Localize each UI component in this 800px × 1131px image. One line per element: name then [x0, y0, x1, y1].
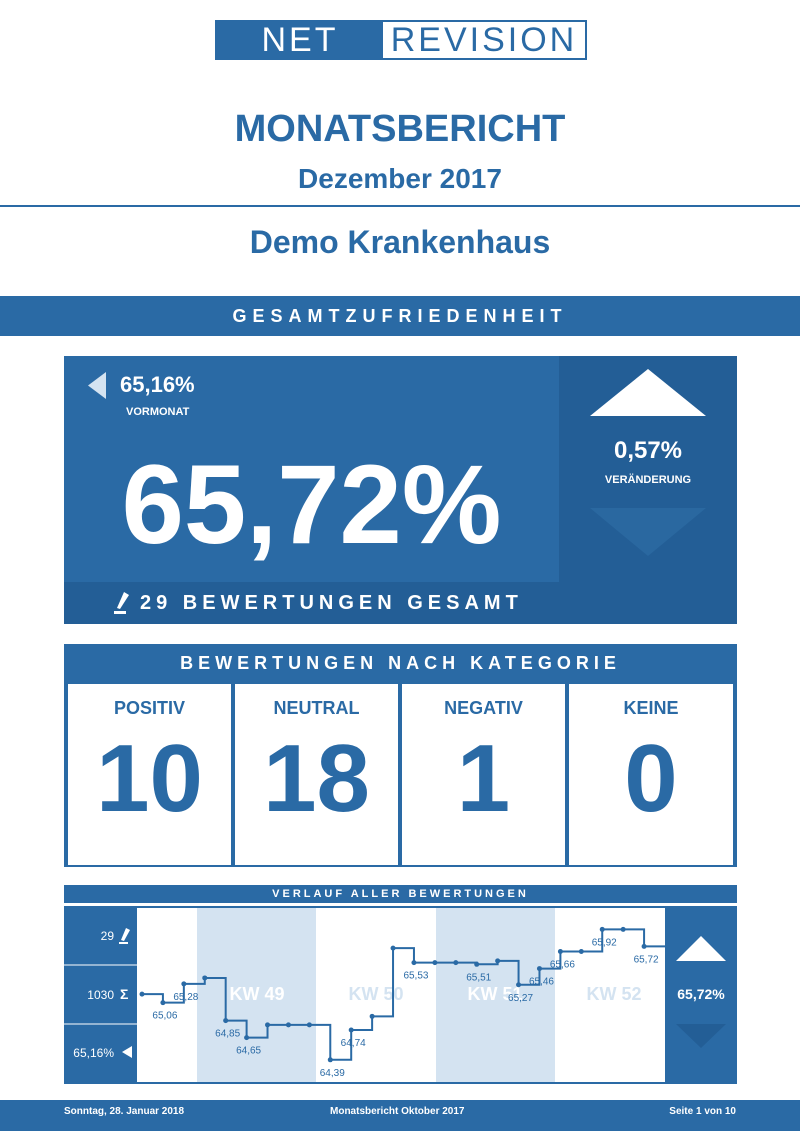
data-point	[223, 1018, 229, 1024]
previous-month-value: 65,16%	[120, 372, 195, 397]
data-label: 64,39	[320, 1068, 345, 1079]
data-label: 65,66	[550, 960, 575, 971]
report-period: Dezember 2017	[298, 163, 502, 194]
sigma-icon: Σ	[120, 986, 128, 1002]
data-label: 65,53	[403, 971, 428, 982]
category-negative: NEGATIV 1	[402, 684, 565, 865]
total-reviews-text: 29 BEWERTUNGEN GESAMT	[140, 591, 523, 614]
data-label: 65,28	[173, 992, 198, 1003]
category-title: BEWERTUNGEN NACH KATEGORIE	[180, 652, 621, 673]
week-label: KW 51	[467, 984, 522, 1004]
data-point	[557, 949, 563, 955]
logo-part-net: NET	[217, 21, 383, 59]
left-arrow-icon	[122, 1046, 132, 1058]
footer-report: Monatsbericht Oktober 2017	[330, 1106, 465, 1117]
week-label: KW 50	[348, 984, 403, 1004]
data-point	[620, 926, 626, 932]
netrevision-logo: NET REVISION	[215, 20, 587, 60]
data-point	[641, 943, 647, 949]
category-neutral: NEUTRAL 18	[235, 684, 398, 865]
category-none: KEINE 0	[569, 684, 733, 865]
total-reviews-strip: 29 BEWERTUNGEN GESAMT	[64, 582, 737, 624]
logo-part-revision: REVISION	[390, 20, 578, 59]
data-point	[160, 1000, 166, 1006]
category-label: NEGATIV	[444, 698, 523, 718]
week-band	[436, 908, 555, 1082]
data-label: 64,85	[215, 1029, 240, 1040]
data-point	[516, 982, 522, 988]
down-arrow-icon	[590, 508, 706, 556]
data-point	[139, 991, 145, 997]
data-point	[348, 1027, 354, 1033]
data-label: 65,72	[634, 954, 659, 965]
data-point	[495, 958, 501, 964]
timeline-chart: 29 1030 Σ 65,16% KW 49 KW 50 KW 51 KW 52…	[64, 908, 737, 1082]
data-point	[390, 945, 396, 951]
data-label: 65,46	[529, 977, 554, 988]
header-divider	[0, 205, 800, 207]
previous-month-label: VORMONAT	[126, 406, 190, 418]
footer-page: Seite 1 von 10	[669, 1106, 736, 1117]
data-point	[285, 1022, 291, 1028]
data-point	[411, 960, 417, 966]
category-count: 1	[456, 725, 511, 832]
up-arrow-icon	[590, 369, 706, 416]
side-count: 29	[101, 929, 115, 943]
category-count: 0	[624, 725, 678, 832]
down-arrow-icon	[676, 1024, 726, 1048]
category-positive: POSITIV 10	[68, 684, 231, 865]
footer: Sonntag, 28. Januar 2018 Monatsbericht O…	[0, 1100, 800, 1131]
timeline-current: 65,72%	[677, 986, 725, 1002]
pen-icon	[114, 592, 129, 614]
week-band	[197, 908, 316, 1082]
timeline-box: 29 1030 Σ 65,16% KW 49 KW 50 KW 51 KW 52…	[64, 906, 737, 1084]
side-sum: 1030	[87, 988, 114, 1002]
category-label: POSITIV	[113, 698, 185, 718]
change-panel	[559, 356, 737, 582]
footer-date: Sonntag, 28. Januar 2018	[64, 1106, 185, 1117]
data-point	[599, 926, 605, 932]
data-point	[202, 975, 208, 981]
data-point	[244, 1035, 250, 1041]
report-title: MONATSBERICHT	[234, 108, 566, 150]
category-count: 10	[96, 725, 203, 832]
up-arrow-icon	[676, 936, 726, 961]
data-point	[453, 960, 459, 966]
data-label: 64,74	[341, 1038, 366, 1049]
change-value: 0,57%	[613, 437, 683, 464]
data-label: 64,65	[236, 1046, 261, 1057]
data-point	[327, 1057, 333, 1063]
data-label: 65,27	[508, 993, 533, 1004]
category-count: 18	[263, 725, 370, 832]
data-point	[578, 949, 584, 955]
left-arrow-icon	[88, 372, 106, 399]
data-point	[181, 981, 187, 987]
data-point	[432, 960, 438, 966]
current-satisfaction-value: 65,72%	[121, 442, 502, 567]
client-name: Demo Krankenhaus	[249, 224, 551, 260]
data-label: 65,92	[592, 937, 617, 948]
data-point	[306, 1022, 312, 1028]
category-label: KEINE	[623, 698, 679, 718]
series-line	[142, 928, 665, 1061]
data-point	[536, 966, 542, 972]
change-arrows	[590, 369, 706, 556]
series-layer: 65,06 65,28 64,85 64,65 64,39 64,74 65,53 65,51…	[139, 926, 665, 1079]
data-point	[474, 961, 480, 967]
data-label: 65,06	[152, 1011, 177, 1022]
week-label: KW 52	[586, 984, 641, 1004]
category-label: NEUTRAL	[273, 698, 360, 718]
section-title: GESAMTZUFRIEDENHEIT	[0, 296, 800, 336]
side-previous: 65,16%	[73, 1046, 114, 1060]
week-label: KW 49	[229, 984, 284, 1004]
data-label: 65,51	[466, 972, 491, 983]
pen-icon	[119, 928, 130, 944]
data-point	[369, 1013, 375, 1019]
data-point	[265, 1022, 271, 1028]
timeline-title: VERLAUF ALLER BEWERTUNGEN	[64, 885, 737, 903]
change-label: VERÄNDERUNG	[604, 474, 692, 486]
